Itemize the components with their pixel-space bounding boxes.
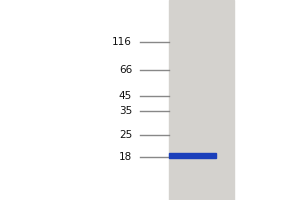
Text: 18: 18 — [119, 152, 132, 162]
Text: 45: 45 — [119, 91, 132, 101]
Text: 35: 35 — [119, 106, 132, 116]
Bar — [169, 153, 216, 158]
Text: 66: 66 — [119, 65, 132, 75]
Bar — [169, 0, 234, 200]
Text: 25: 25 — [119, 130, 132, 140]
Text: 116: 116 — [112, 37, 132, 47]
